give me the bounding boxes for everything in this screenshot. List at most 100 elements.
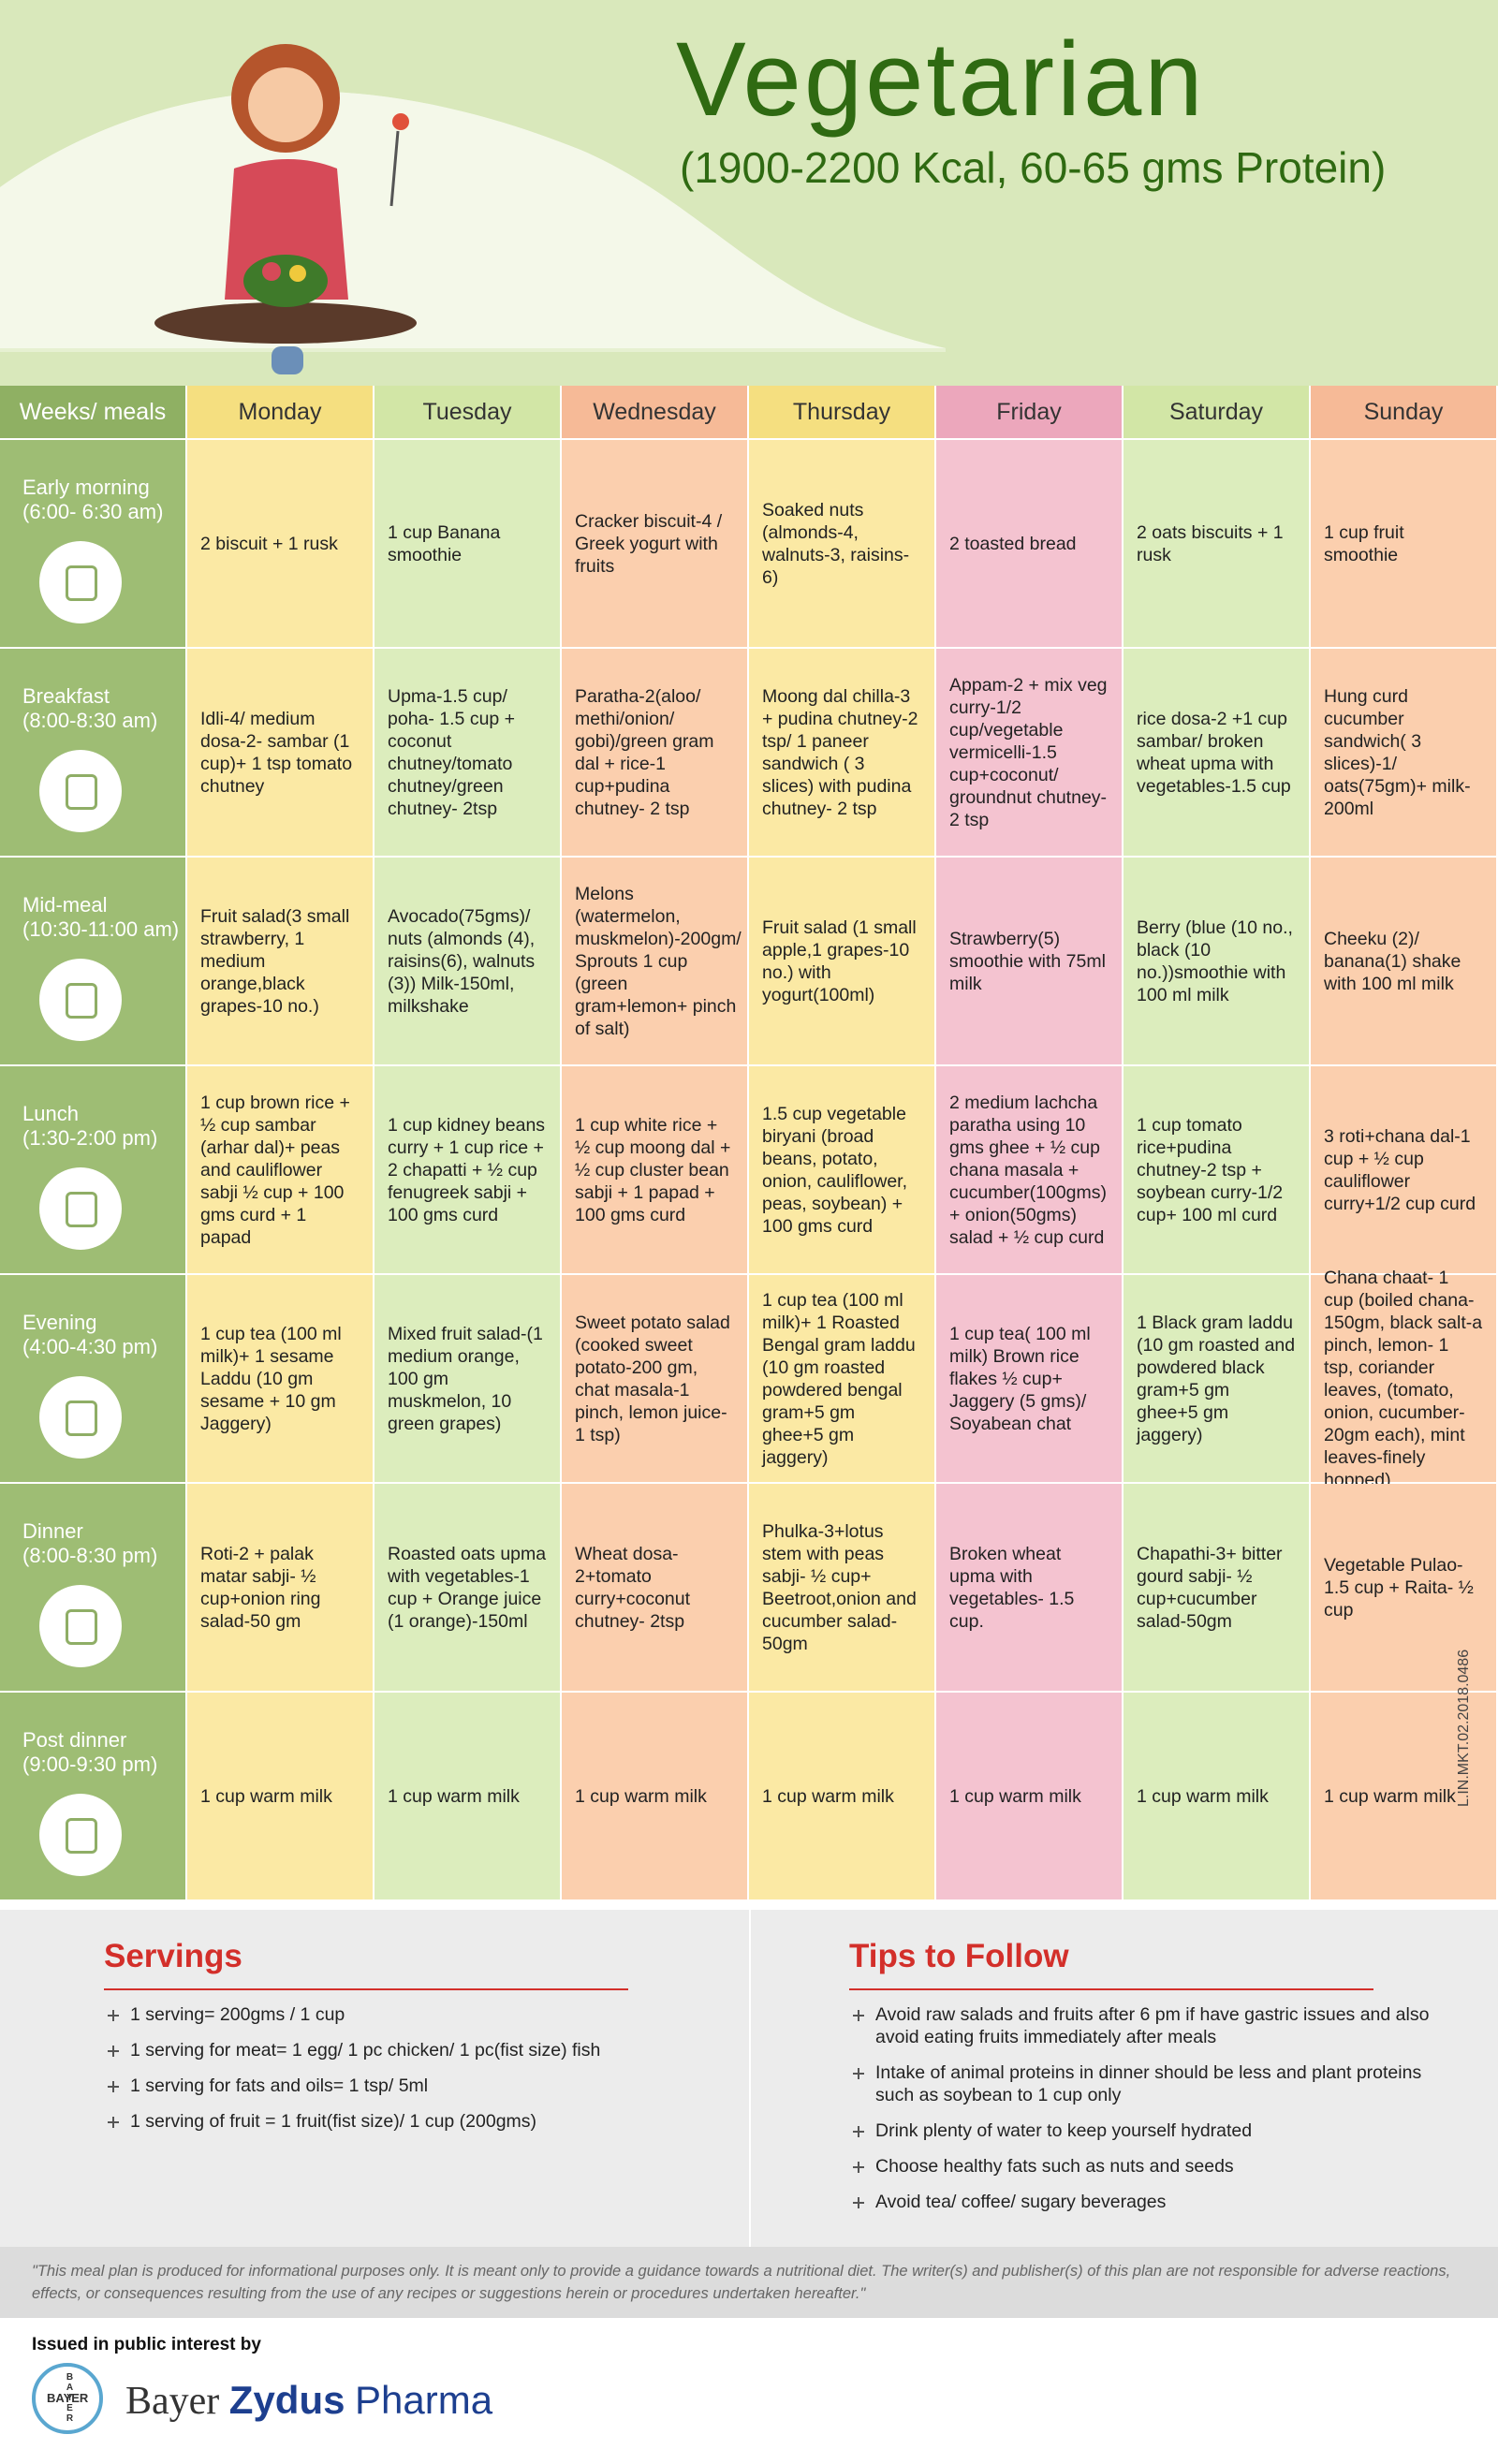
meal-cell: Roasted oats upma with vegetables-1 cup … [374,1484,562,1693]
day-header: Saturday [1124,386,1311,440]
meal-time: (9:00-9:30 pm) [22,1753,158,1776]
meal-cell: 1.5 cup vegetable biryani (broad beans, … [749,1066,936,1275]
meal-icon [39,541,122,623]
day-header: Tuesday [374,386,562,440]
tip-item: Drink plenty of water to keep yourself h… [849,2119,1439,2142]
meal-label: Mid-meal (10:30-11:00 am) [0,858,187,1066]
meal-cell: 1 cup warm milk [187,1693,374,1901]
meal-cell: Strawberry(5) smoothie with 75ml milk [936,858,1124,1066]
meal-cell: 1 cup warm milk [1124,1693,1311,1901]
meal-cell: Cheeku (2)/ banana(1) shake with 100 ml … [1311,858,1498,1066]
meal-name: Dinner [22,1519,83,1543]
meal-time: (8:00-8:30 am) [22,709,158,732]
meal-label: Dinner (8:00-8:30 pm) [0,1484,187,1693]
tip-item: Avoid raw salads and fruits after 6 pm i… [849,2003,1439,2048]
brand-pharma: Pharma [354,2378,493,2422]
meal-cell: 2 biscuit + 1 rusk [187,440,374,649]
meal-name: Mid-meal [22,893,108,917]
code: L.IN.MKT.02.2018.0486 [1456,1649,1472,1807]
meal-cell: Cracker biscuit-4 / Greek yogurt with fr… [562,440,749,649]
meal-icon [39,959,122,1041]
meal-cell: Hung curd cucumber sandwich( 3 slices)-1… [1311,649,1498,858]
underline [104,1988,628,1990]
brand-zydus: Zydus [228,2378,345,2422]
meal-cell: 1 cup tomato rice+pudina chutney-2 tsp +… [1124,1066,1311,1275]
meal-table: Weeks/ meals Monday Tuesday Wednesday Thursd… [0,386,1498,1902]
meal-cell: Phulka-3+lotus stem with peas sabji- ½ c… [749,1484,936,1693]
meal-label: Evening (4:00-4:30 pm) [0,1275,187,1484]
serving-item: 1 serving of fruit = 1 fruit(fist size)/… [104,2110,684,2133]
day-header: Wednesday [562,386,749,440]
meal-cell: 1 cup warm milk [374,1693,562,1901]
meal-icon [39,750,122,832]
meal-time: (4:00-4:30 pm) [22,1335,158,1358]
meal-label: Breakfast (8:00-8:30 am) [0,649,187,858]
meal-cell: Wheat dosa-2+tomato curry+coconut chutne… [562,1484,749,1693]
meal-icon [39,1376,122,1459]
meal-icon [39,1167,122,1250]
meal-cell: 2 oats biscuits + 1 rusk [1124,440,1311,649]
tip-item: Avoid tea/ coffee/ sugary beverages [849,2191,1439,2213]
meal-time: (1:30-2:00 pm) [22,1126,158,1150]
tip-item: Intake of animal proteins in dinner shou… [849,2061,1439,2106]
meal-icon [39,1794,122,1876]
issued: Issued in public interest by [32,2335,261,2354]
logo-text: BAYER [47,2391,89,2405]
meal-cell: Fruit salad (1 small apple,1 grapes-10 n… [749,858,936,1066]
logo: BAYER BAYER [32,2363,103,2434]
meal-cell: Mixed fruit salad-(1 medium orange, 100 … [374,1275,562,1484]
meal-cell: Broken wheat upma with vegetables- 1.5 c… [936,1484,1124,1693]
serving-item: 1 serving for fats and oils= 1 tsp/ 5ml [104,2075,684,2097]
meal-name: Early morning [22,476,150,499]
serving-item: 1 serving= 200gms / 1 cup [104,2003,684,2026]
meal-label: Post dinner (9:00-9:30 pm) [0,1693,187,1901]
header: Vegetarian (1900-2200 Kcal, 60-65 gms Pr… [0,0,1498,386]
subtitle: (1900-2200 Kcal, 60-65 gms Protein) [680,143,1387,192]
meal-cell: rice dosa-2 +1 cup sambar/ broken wheat … [1124,649,1311,858]
meal-cell: 1 cup warm milk [936,1693,1124,1901]
meal-label: Early morning (6:00- 6:30 am) [0,440,187,649]
meal-cell: 3 roti+chana dal-1 cup + ½ cup cauliflow… [1311,1066,1498,1275]
servings-title: Servings [104,1938,242,1974]
meal-cell: Appam-2 + mix veg curry-1/2 cup/vegetabl… [936,649,1124,858]
meal-cell: Berry (blue (10 no., black (10 no.))smoo… [1124,858,1311,1066]
meal-cell: Sweet potato salad (cooked sweet potato-… [562,1275,749,1484]
meal-name: Lunch [22,1102,79,1125]
meal-cell: Vegetable Pulao-1.5 cup + Raita- ½ cup [1311,1484,1498,1693]
meal-cell: 1 cup warm milk [562,1693,749,1901]
meal-cell: Melons (watermelon, muskmelon)-200gm/ Sp… [562,858,749,1066]
meal-cell: Paratha-2(aloo/ methi/onion/ gobi)/green… [562,649,749,858]
meal-cell: 1 cup tea (100 ml milk)+ 1 Roasted Benga… [749,1275,936,1484]
tips-title: Tips to Follow [849,1938,1069,1974]
meal-cell: Soaked nuts (almonds-4, walnuts-3, raisi… [749,440,936,649]
title: Vegetarian [676,21,1206,138]
meal-name: Breakfast [22,684,110,708]
meal-icon [39,1585,122,1667]
day-header: Friday [936,386,1124,440]
day-header: Sunday [1311,386,1498,440]
meal-cell: Chana chaat- 1 cup (boiled chana-150gm, … [1311,1268,1498,1490]
header-art [0,44,946,374]
meal-cell: 1 cup tea( 100 ml milk) Brown rice flake… [936,1275,1124,1484]
meal-time: (6:00- 6:30 am) [22,500,164,523]
meal-cell: 1 cup brown rice + ½ cup sambar (arhar d… [187,1066,374,1275]
meal-time: (10:30-11:00 am) [22,917,180,941]
meal-cell: Roti-2 + palak matar sabji- ½ cup+onion … [187,1484,374,1693]
corner: Weeks/ meals [0,386,187,440]
meal-cell: 1 cup white rice + ½ cup moong dal + ½ c… [562,1066,749,1275]
meal-cell: 2 medium lachcha paratha using 10 gms gh… [936,1066,1124,1275]
underline [849,1988,1373,1990]
day-header: Thursday [749,386,936,440]
tip-item: Choose healthy fats such as nuts and see… [849,2155,1439,2178]
meal-cell: 1 cup tea (100 ml milk)+ 1 sesame Laddu … [187,1275,374,1484]
meal-time: (8:00-8:30 pm) [22,1544,158,1567]
meal-cell: Idli-4/ medium dosa-2- sambar (1 cup)+ 1… [187,649,374,858]
brand: Bayer Zydus Pharma [125,2378,492,2424]
day-header: Monday [187,386,374,440]
meal-cell: Avocado(75gms)/ nuts (almonds (4), raisi… [374,858,562,1066]
meal-cell: Moong dal chilla-3 + pudina chutney-2 ts… [749,649,936,858]
meal-name: Post dinner [22,1728,127,1752]
meal-cell: Chapathi-3+ bitter gourd sabji- ½ cup+cu… [1124,1484,1311,1693]
serving-item: 1 serving for meat= 1 egg/ 1 pc chicken/… [104,2039,684,2061]
